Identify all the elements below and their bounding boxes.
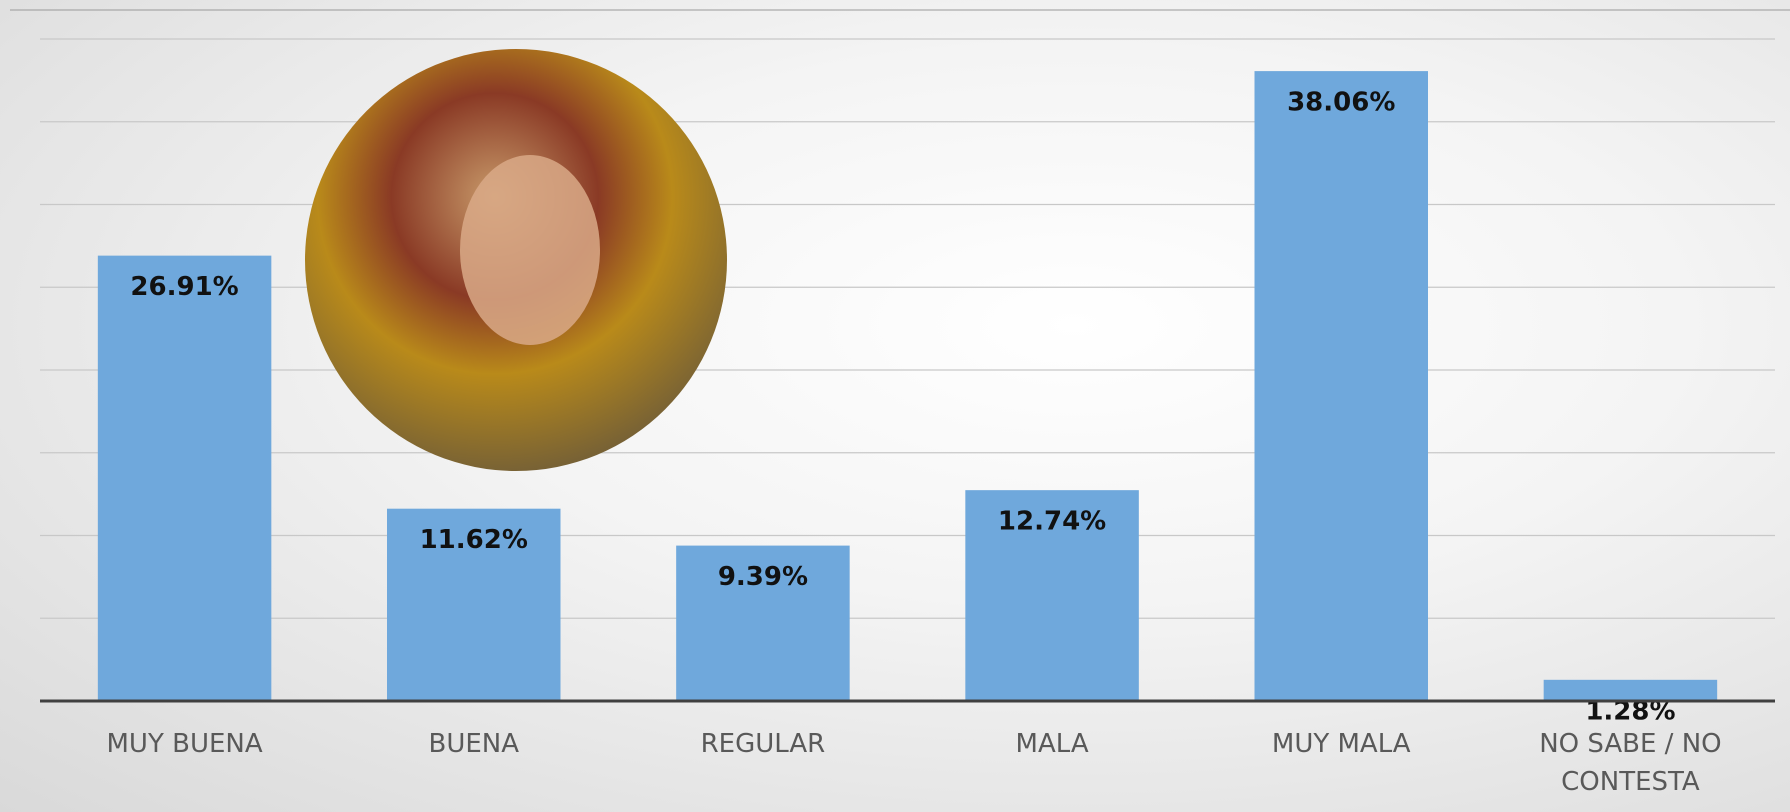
x-tick-label: MUY BUENA — [85, 725, 285, 763]
value-label: 26.91% — [130, 272, 238, 302]
x-tick-label: MUY MALA — [1241, 725, 1441, 763]
chart: 26.91%11.62%9.39%12.74%38.06%1.28% — [0, 0, 1790, 812]
bar — [1255, 71, 1429, 701]
photo-face — [460, 155, 600, 345]
value-label: 11.62% — [420, 525, 528, 555]
value-label: 9.39% — [718, 562, 808, 592]
chart-area: 26.91%11.62%9.39%12.74%38.06%1.28% MUY B… — [0, 0, 1790, 812]
x-tick-label: MALA — [952, 725, 1152, 763]
value-label: 38.06% — [1287, 88, 1395, 118]
x-tick-label: BUENA — [374, 725, 574, 763]
value-label: 12.74% — [998, 507, 1106, 537]
x-tick-label: NO SABE / NO CONTESTA — [1530, 725, 1730, 801]
bar — [98, 256, 272, 701]
x-tick-label: REGULAR — [663, 725, 863, 763]
